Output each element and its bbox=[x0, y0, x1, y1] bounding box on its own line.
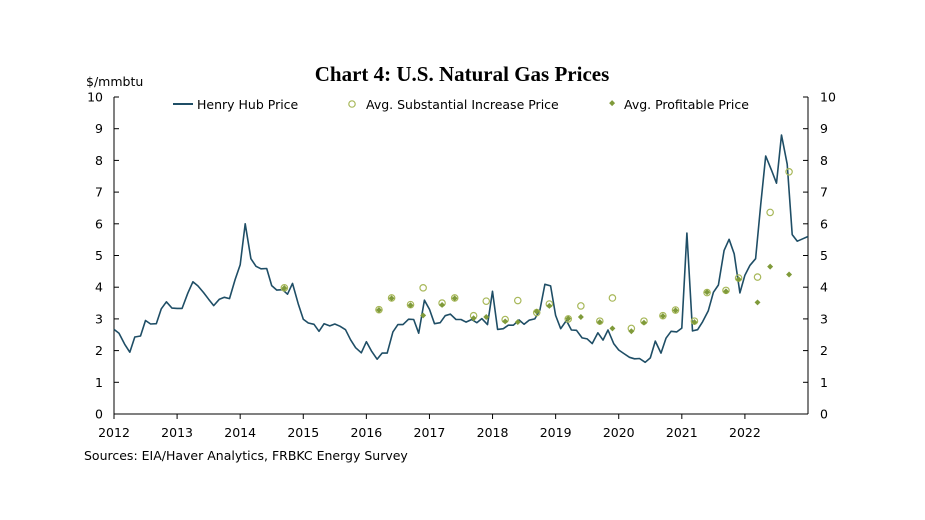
y-tick-label-right: 0 bbox=[820, 407, 828, 422]
tick-labels: 0 0 1 1 2 2 3 3 4 4 5 5 6 6 7 7 8 8 9 9 10 10 2012 2013 2014 2015… bbox=[87, 90, 836, 441]
x-tick-label: 2015 bbox=[287, 425, 319, 440]
y-tick-label-right: 3 bbox=[820, 311, 828, 326]
y-tick-label-right: 10 bbox=[820, 90, 836, 105]
point-profitable bbox=[767, 263, 774, 270]
legend-label-henry-hub: Henry Hub Price bbox=[197, 97, 299, 112]
y-tick-label-left: 0 bbox=[95, 407, 103, 422]
point-profitable bbox=[786, 271, 793, 278]
point-profitable bbox=[640, 319, 647, 326]
series-line-henry-hub bbox=[113, 134, 809, 364]
y-tick-label-left: 10 bbox=[87, 90, 103, 105]
y-tick-label-right: 1 bbox=[820, 375, 828, 390]
x-tick-label: 2013 bbox=[161, 425, 193, 440]
y-tick-label-right: 9 bbox=[820, 121, 828, 136]
point-profitable bbox=[565, 315, 572, 322]
x-tick-label: 2022 bbox=[729, 425, 761, 440]
point-profitable bbox=[514, 319, 521, 326]
legend-swatch-profitable bbox=[609, 100, 616, 107]
point-profitable bbox=[577, 314, 584, 320]
point-profitable bbox=[546, 302, 553, 309]
point-profitable bbox=[691, 319, 698, 326]
point-profitable bbox=[451, 295, 458, 302]
point-profitable bbox=[754, 299, 761, 306]
y-tick-label-right: 4 bbox=[820, 280, 828, 295]
point-profitable bbox=[502, 318, 509, 325]
point-substantial-increase bbox=[608, 294, 617, 302]
point-profitable bbox=[735, 276, 742, 283]
point-profitable bbox=[723, 288, 729, 295]
x-tick-label: 2019 bbox=[540, 425, 572, 440]
y-tick-label-right: 7 bbox=[820, 185, 828, 200]
x-tick-label: 2016 bbox=[350, 425, 382, 440]
point-profitable bbox=[672, 307, 679, 314]
y-tick-label-left: 9 bbox=[95, 121, 103, 136]
y-tick-label-left: 1 bbox=[95, 375, 103, 390]
point-profitable bbox=[420, 312, 427, 319]
axes bbox=[113, 96, 809, 419]
point-substantial-increase bbox=[785, 168, 793, 176]
y-tick-label-left: 5 bbox=[95, 248, 103, 263]
point-profitable bbox=[439, 301, 446, 308]
y-axis-unit-label: $/mmbtu bbox=[86, 74, 143, 89]
legend: Henry Hub Price Avg. Substantial Increas… bbox=[173, 97, 749, 112]
legend-label-profitable: Avg. Profitable Price bbox=[624, 97, 749, 112]
point-substantial-increase bbox=[577, 302, 585, 310]
y-tick-label-left: 8 bbox=[95, 153, 103, 168]
point-profitable bbox=[628, 328, 635, 335]
point-profitable bbox=[388, 295, 395, 302]
y-tick-label-left: 4 bbox=[95, 280, 103, 295]
point-substantial-increase bbox=[753, 273, 762, 281]
source-note: Sources: EIA/Haver Analytics, FRBKC Ener… bbox=[84, 448, 408, 463]
x-tick-label: 2021 bbox=[666, 425, 698, 440]
y-tick-label-right: 5 bbox=[820, 248, 828, 263]
x-tick-label: 2014 bbox=[224, 425, 256, 440]
y-tick-label-right: 8 bbox=[820, 153, 828, 168]
y-tick-label-left: 6 bbox=[95, 216, 103, 231]
x-tick-label: 2020 bbox=[603, 425, 635, 440]
legend-label-substantial: Avg. Substantial Increase Price bbox=[366, 97, 559, 112]
point-profitable bbox=[596, 319, 603, 326]
y-tick-label-left: 3 bbox=[95, 311, 103, 326]
y-tick-label-left: 7 bbox=[95, 185, 103, 200]
y-tick-label-left: 2 bbox=[95, 343, 103, 358]
chart-title: Chart 4: U.S. Natural Gas Prices bbox=[315, 62, 610, 86]
x-tick-label: 2018 bbox=[477, 425, 509, 440]
point-profitable bbox=[281, 285, 288, 292]
x-tick-label: 2012 bbox=[98, 425, 130, 440]
point-profitable bbox=[470, 315, 477, 322]
x-tick-label: 2017 bbox=[414, 425, 446, 440]
y-tick-label-right: 2 bbox=[820, 343, 828, 358]
point-substantial-increase bbox=[419, 284, 427, 292]
y-tick-label-right: 6 bbox=[820, 216, 828, 231]
legend-swatch-substantial bbox=[348, 100, 356, 108]
point-profitable bbox=[609, 325, 616, 332]
point-substantial-increase bbox=[766, 208, 774, 217]
plot-area bbox=[113, 134, 809, 364]
point-profitable bbox=[407, 302, 414, 309]
point-substantial-increase bbox=[482, 297, 491, 305]
point-substantial-increase bbox=[513, 296, 522, 305]
